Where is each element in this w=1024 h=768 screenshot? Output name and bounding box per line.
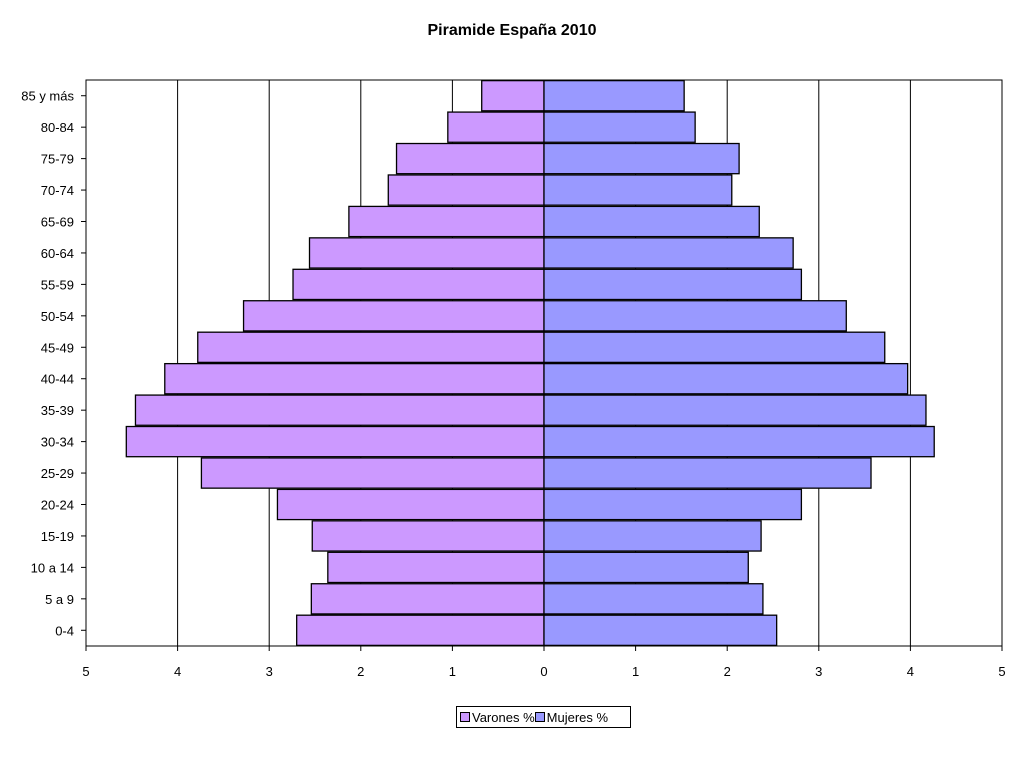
bar-mujeres [543, 174, 733, 206]
y-tick-label: 30-34 [41, 435, 74, 450]
x-tick-label: 3 [815, 664, 822, 679]
x-tick-label: 5 [998, 664, 1005, 679]
chart-title: Piramide España 2010 [427, 22, 597, 39]
y-tick-label: 20-24 [41, 498, 74, 513]
legend-item-varones: Varones % [460, 710, 535, 725]
bar-varones [197, 331, 545, 364]
bar-mujeres [543, 394, 927, 426]
bar-mujeres [543, 111, 696, 143]
y-tick-label: 25-29 [41, 466, 74, 481]
bar-varones [134, 394, 545, 426]
bar-mujeres [543, 79, 685, 112]
y-tick-label: 85 y más [21, 89, 74, 104]
legend-label-mujeres: Mujeres % [546, 709, 609, 725]
bar-mujeres [543, 142, 740, 175]
legend-swatch-varones [460, 712, 470, 722]
y-tick-label: 75-79 [41, 152, 74, 167]
x-tick-label: 2 [357, 664, 364, 679]
y-tick-label: 60-64 [41, 246, 74, 261]
bar-varones [125, 425, 545, 458]
y-tick-label: 65-69 [41, 215, 74, 230]
bar-varones [447, 111, 545, 143]
y-tick-label: 0-4 [55, 623, 74, 638]
x-tick-label: 1 [449, 664, 456, 679]
y-tick-label: 45-49 [41, 340, 74, 355]
y-tick-label: 55-59 [41, 277, 74, 292]
bar-varones [481, 79, 545, 112]
x-tick-label: 2 [724, 664, 731, 679]
bar-mujeres [543, 614, 778, 647]
bar-mujeres [543, 551, 749, 584]
bar-mujeres [543, 300, 847, 332]
bar-varones [164, 362, 545, 395]
x-tick-label: 4 [174, 664, 181, 679]
y-tick-label: 50-54 [41, 309, 74, 324]
bar-varones [200, 457, 545, 489]
y-tick-label: 15-19 [41, 529, 74, 544]
x-tick-label: 4 [907, 664, 914, 679]
y-tick-label: 5 a 9 [45, 592, 74, 607]
bar-varones [327, 551, 545, 584]
bar-mujeres [543, 237, 794, 269]
y-tick-label: 70-74 [41, 183, 74, 198]
legend-label-varones: Varones % [472, 709, 535, 725]
bar-varones [276, 488, 545, 521]
bar-mujeres [543, 205, 760, 238]
bar-mujeres [543, 268, 803, 301]
bar-mujeres [543, 331, 886, 364]
x-tick-label: 3 [266, 664, 273, 679]
bar-mujeres [543, 362, 909, 395]
y-tick-label: 80-84 [41, 120, 74, 135]
legend-item-mujeres: Mujeres % [534, 709, 609, 725]
bar-mujeres [543, 488, 803, 521]
bar-mujeres [543, 583, 764, 615]
bar-varones [387, 174, 545, 206]
bar-varones [311, 520, 545, 552]
x-tick-label: 1 [632, 664, 639, 679]
bar-varones [308, 237, 545, 269]
bar-mujeres [543, 425, 935, 458]
legend: Varones % Mujeres % [456, 706, 631, 728]
y-tick-label: 35-39 [41, 403, 74, 418]
bar-mujeres [543, 520, 762, 552]
bar-varones [310, 583, 545, 615]
bar-mujeres [543, 457, 872, 489]
bar-varones [242, 300, 545, 332]
bar-varones [292, 268, 545, 301]
x-tick-label: 5 [82, 664, 89, 679]
x-tick-label: 0 [540, 664, 547, 679]
bar-varones [348, 205, 545, 238]
legend-swatch-mujeres [534, 712, 545, 722]
y-tick-label: 40-44 [41, 372, 74, 387]
bar-varones [395, 142, 545, 175]
y-tick-label: 10 a 14 [31, 560, 74, 575]
bar-varones [296, 614, 545, 647]
